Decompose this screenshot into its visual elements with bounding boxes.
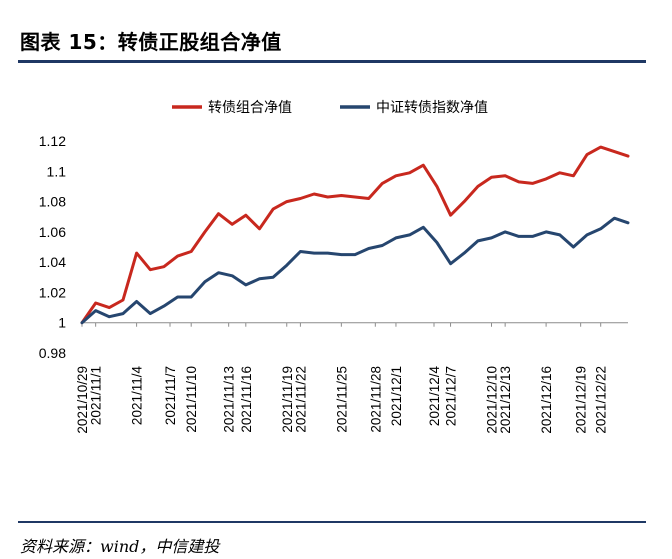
x-tick-label: 2021/12/19 [574, 366, 589, 434]
figure-title: 图表 15：转债正股组合净值 [20, 30, 282, 54]
y-axis: 0.98 1 1.02 1.04 1.06 1.08 1.1 1.12 [39, 133, 66, 361]
source-note: 资料来源：wind，中信建投 [20, 537, 220, 556]
x-tick-label: 2021/12/16 [539, 366, 554, 434]
x-tick-label: 2021/11/19 [280, 366, 295, 433]
legend-label: 中证转债指数净值 [376, 100, 488, 116]
y-tick-label: 1.1 [47, 163, 67, 179]
x-tick-label: 2021/12/22 [594, 366, 609, 434]
chart-legend: 转债组合净值 中证转债指数净值 [172, 100, 488, 116]
y-tick-label: 1.12 [39, 133, 66, 149]
x-tick-label: 2021/11/13 [222, 366, 237, 433]
series-line-index [80, 216, 630, 325]
y-tick-label: 1.04 [39, 254, 66, 270]
x-tick-label: 2021/11/16 [239, 366, 254, 433]
line-chart: 转债组合净值 中证转债指数净值 0.98 1 1.02 1.04 1.06 1.08 1.1 1… [39, 100, 630, 434]
x-tick-label: 2021/12/7 [444, 366, 459, 426]
title-rule [18, 60, 646, 63]
x-tick-label: 2021/11/25 [334, 366, 349, 433]
x-tick-label: 2021/11/1 [89, 366, 104, 425]
x-tick-label: 2021/11/10 [184, 366, 199, 433]
x-tick-label: 2021/11/22 [293, 366, 308, 433]
y-tick-label: 1.02 [39, 284, 66, 300]
series-line-portfolio [80, 145, 630, 325]
x-tick-label: 2021/11/28 [368, 366, 383, 433]
x-tick-label: 2021/12/13 [498, 366, 513, 434]
footer-rule [18, 521, 646, 523]
x-tick-label: 2021/12/10 [485, 366, 500, 434]
x-tick-label: 2021/11/7 [163, 366, 178, 425]
x-tick-label: 2021/11/4 [130, 366, 145, 426]
y-tick-label: 1.08 [39, 194, 66, 210]
x-tick-label: 2021/12/1 [389, 366, 404, 426]
series-lines [80, 145, 630, 325]
x-tick-label: 2021/10/29 [75, 366, 90, 434]
legend-label: 转债组合净值 [208, 100, 292, 116]
y-tick-label: 1.06 [39, 224, 66, 240]
y-tick-label: 1 [58, 315, 66, 331]
x-tick-label: 2021/12/4 [427, 366, 442, 427]
y-tick-label: 0.98 [39, 345, 66, 361]
